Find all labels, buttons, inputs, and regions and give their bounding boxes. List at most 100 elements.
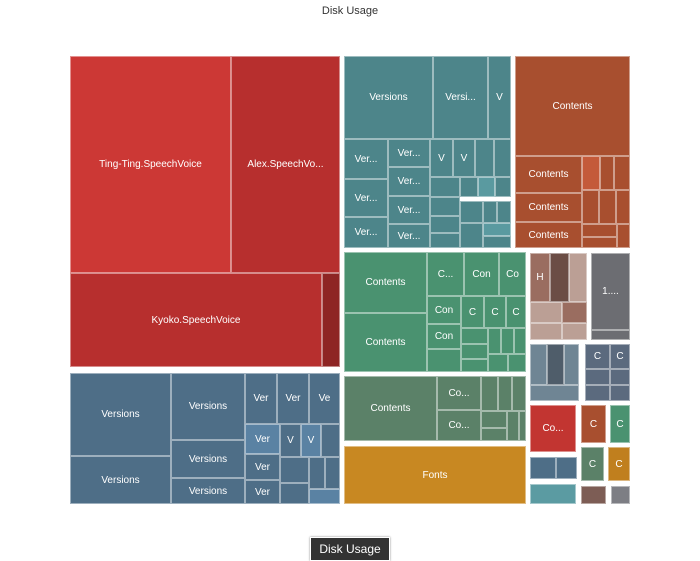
treemap-node[interactable] bbox=[611, 486, 630, 504]
treemap-node[interactable]: Co... bbox=[530, 405, 576, 452]
treemap-node[interactable] bbox=[508, 354, 526, 372]
treemap-node[interactable] bbox=[582, 156, 600, 190]
treemap-node[interactable] bbox=[514, 328, 526, 354]
treemap-node[interactable] bbox=[530, 457, 556, 479]
treemap-node[interactable] bbox=[498, 376, 512, 411]
treemap-node[interactable]: Contents bbox=[515, 222, 582, 248]
treemap-node[interactable]: Ver bbox=[277, 373, 309, 424]
treemap-node[interactable] bbox=[430, 233, 460, 248]
treemap-node[interactable] bbox=[481, 376, 498, 411]
treemap-node[interactable]: V bbox=[301, 424, 321, 457]
treemap-node[interactable] bbox=[309, 489, 340, 504]
treemap-node[interactable] bbox=[600, 156, 614, 190]
treemap-node[interactable]: Con bbox=[464, 252, 499, 296]
treemap-node[interactable]: Ver bbox=[245, 454, 280, 480]
treemap-node[interactable]: Ver bbox=[245, 480, 280, 504]
treemap-node[interactable] bbox=[530, 385, 579, 401]
treemap-node[interactable]: Co bbox=[499, 252, 526, 296]
treemap-node[interactable]: V bbox=[430, 139, 453, 177]
treemap-node[interactable] bbox=[562, 302, 587, 323]
treemap-node[interactable]: C bbox=[608, 447, 630, 481]
treemap-node[interactable] bbox=[460, 223, 483, 248]
treemap-node[interactable] bbox=[610, 385, 630, 401]
treemap-node[interactable]: Versions bbox=[171, 373, 245, 440]
treemap-node[interactable] bbox=[321, 424, 340, 457]
treemap-node[interactable]: Ting-Ting.SpeechVoice bbox=[70, 56, 231, 273]
treemap-node[interactable]: C... bbox=[427, 252, 464, 296]
treemap-node[interactable] bbox=[582, 190, 599, 224]
treemap-node[interactable]: C bbox=[581, 447, 604, 481]
treemap-node[interactable]: Kyoko.SpeechVoice bbox=[70, 273, 322, 367]
treemap-node[interactable] bbox=[617, 224, 630, 248]
treemap-node[interactable] bbox=[280, 483, 309, 504]
treemap-node[interactable] bbox=[501, 328, 514, 354]
treemap-node[interactable] bbox=[547, 344, 564, 385]
treemap-node[interactable]: Versions bbox=[70, 456, 171, 504]
treemap-node[interactable] bbox=[427, 349, 461, 372]
treemap-node[interactable]: C bbox=[506, 296, 526, 328]
treemap-node[interactable] bbox=[461, 328, 488, 344]
treemap-node[interactable]: C bbox=[585, 344, 610, 369]
treemap-node[interactable] bbox=[430, 197, 460, 216]
treemap-node[interactable] bbox=[309, 457, 325, 489]
treemap-node[interactable]: Contents bbox=[344, 376, 437, 441]
treemap-node[interactable] bbox=[581, 486, 606, 504]
treemap-node[interactable] bbox=[512, 376, 526, 411]
treemap-node[interactable]: Fonts bbox=[344, 446, 526, 504]
treemap-node[interactable] bbox=[495, 177, 511, 197]
treemap-node[interactable] bbox=[591, 330, 630, 340]
treemap-node[interactable]: V bbox=[453, 139, 475, 177]
treemap-node[interactable]: Contents bbox=[344, 313, 427, 372]
treemap-node[interactable] bbox=[582, 237, 617, 248]
treemap-node[interactable]: Versions bbox=[171, 440, 245, 478]
treemap-node[interactable]: Contents bbox=[515, 156, 582, 193]
treemap-node[interactable]: Con bbox=[427, 296, 461, 324]
treemap-node[interactable]: 1.... bbox=[591, 253, 630, 330]
treemap-node[interactable]: Ver... bbox=[388, 139, 430, 167]
treemap-node[interactable] bbox=[481, 411, 507, 428]
treemap-node[interactable]: Co... bbox=[437, 410, 481, 441]
treemap-node[interactable]: Versions bbox=[171, 478, 245, 504]
treemap-node[interactable] bbox=[478, 177, 495, 197]
treemap-node[interactable]: V bbox=[488, 56, 511, 139]
treemap-node[interactable]: Ve bbox=[309, 373, 340, 424]
treemap-node[interactable] bbox=[614, 156, 630, 190]
treemap-node[interactable] bbox=[530, 484, 576, 504]
treemap-node[interactable] bbox=[430, 177, 460, 197]
treemap-node[interactable]: Ver... bbox=[344, 217, 388, 248]
treemap-node[interactable] bbox=[530, 323, 562, 340]
treemap-node[interactable] bbox=[481, 428, 507, 441]
treemap-node[interactable] bbox=[616, 190, 630, 224]
treemap-node[interactable]: V bbox=[280, 424, 301, 457]
breadcrumb-root[interactable]: Disk Usage bbox=[310, 537, 390, 561]
treemap-node[interactable] bbox=[488, 328, 501, 354]
treemap-node[interactable]: Versions bbox=[344, 56, 433, 139]
treemap-node[interactable] bbox=[322, 273, 340, 367]
treemap-node[interactable]: H bbox=[530, 253, 550, 302]
treemap-node[interactable] bbox=[585, 369, 610, 385]
treemap-node[interactable]: Contents bbox=[344, 252, 427, 313]
treemap-node[interactable]: Versi... bbox=[433, 56, 488, 139]
treemap-node[interactable] bbox=[280, 457, 309, 483]
treemap-node[interactable] bbox=[562, 323, 587, 340]
treemap-node[interactable] bbox=[430, 216, 460, 233]
treemap-node[interactable] bbox=[530, 344, 547, 385]
treemap-node[interactable] bbox=[507, 411, 519, 441]
treemap-node[interactable] bbox=[564, 344, 579, 385]
treemap-node[interactable] bbox=[475, 139, 494, 177]
treemap-node[interactable]: Ver... bbox=[388, 196, 430, 224]
treemap-node[interactable]: Ver... bbox=[344, 139, 388, 179]
treemap-node[interactable]: Contents bbox=[515, 56, 630, 156]
treemap-node[interactable]: C bbox=[461, 296, 484, 328]
treemap-node[interactable]: C bbox=[610, 405, 630, 443]
treemap-node[interactable] bbox=[483, 236, 511, 248]
treemap-node[interactable] bbox=[497, 201, 511, 223]
treemap-node[interactable] bbox=[569, 253, 587, 302]
treemap-node[interactable] bbox=[519, 411, 526, 441]
treemap-node[interactable] bbox=[494, 139, 511, 177]
treemap-node[interactable] bbox=[556, 457, 577, 479]
treemap-node[interactable]: Ver bbox=[245, 424, 280, 454]
treemap-node[interactable]: C bbox=[610, 344, 630, 369]
treemap-node[interactable]: Co... bbox=[437, 376, 481, 410]
treemap-node[interactable]: Ver... bbox=[388, 224, 430, 248]
